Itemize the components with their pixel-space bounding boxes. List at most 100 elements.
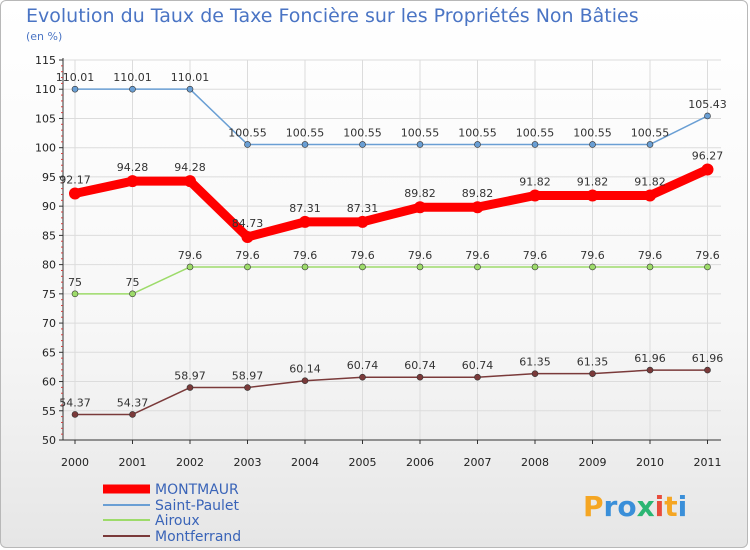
legend-label: MONTMAUR xyxy=(155,482,239,498)
data-label: 84.73 xyxy=(232,217,264,230)
data-label: 89.82 xyxy=(462,187,494,200)
data-point xyxy=(126,175,139,188)
x-tick-label: 2007 xyxy=(464,456,492,469)
data-point xyxy=(589,141,596,148)
data-point xyxy=(356,215,369,228)
y-tick-label: 95 xyxy=(42,171,56,184)
proxiti-logo: Proxiti xyxy=(583,490,687,523)
data-label: 105.43 xyxy=(688,98,727,111)
data-label: 75 xyxy=(68,276,82,289)
data-label: 61.35 xyxy=(577,356,609,369)
data-label: 100.55 xyxy=(401,126,440,139)
legend-item: MONTMAUR xyxy=(103,482,239,498)
data-label: 100.55 xyxy=(458,126,497,139)
data-point xyxy=(129,85,136,93)
data-point xyxy=(244,263,251,271)
y-tick-label: 80 xyxy=(42,259,56,272)
x-tick-label: 2004 xyxy=(291,456,319,469)
data-point xyxy=(359,141,366,148)
data-label: 60.74 xyxy=(462,359,494,372)
data-point xyxy=(184,175,196,188)
data-point xyxy=(186,85,194,93)
data-label: 61.96 xyxy=(634,352,666,365)
data-label: 94.28 xyxy=(117,161,149,174)
data-label: 75 xyxy=(126,276,140,289)
data-point xyxy=(416,141,424,148)
data-label: 79.6 xyxy=(638,249,663,262)
data-point xyxy=(186,384,194,391)
data-point xyxy=(701,163,714,176)
data-label: 110.01 xyxy=(56,71,95,84)
legend-label: Montferrand xyxy=(155,529,241,545)
data-label: 87.31 xyxy=(347,202,379,215)
series-saint-paulet: 110.01 110.01 110.01 100.55 100.55 100.55 100.… xyxy=(56,71,727,148)
data-point xyxy=(129,290,136,298)
data-label: 58.97 xyxy=(174,370,206,383)
legend-item: Airoux xyxy=(103,513,200,529)
svg-text:Proxiti: Proxiti xyxy=(583,490,687,523)
y-tick-label: 115 xyxy=(35,54,56,67)
data-point xyxy=(244,141,251,148)
chart-subtitle: (en %) xyxy=(26,30,62,43)
data-point xyxy=(244,384,251,391)
x-tick-label: 2010 xyxy=(636,456,664,469)
legend-item: Montferrand xyxy=(103,529,241,545)
data-label: 61.96 xyxy=(692,352,724,365)
x-tick-label: 2006 xyxy=(406,456,434,469)
data-label: 60.14 xyxy=(289,363,321,376)
data-label: 79.6 xyxy=(235,249,260,262)
data-label: 61.35 xyxy=(519,356,551,369)
data-label: 79.6 xyxy=(408,249,433,262)
data-point xyxy=(474,263,481,271)
x-tick-label: 2002 xyxy=(176,456,204,469)
data-label: 87.31 xyxy=(289,202,321,215)
data-label: 79.6 xyxy=(523,249,548,262)
legend-label: Airoux xyxy=(155,513,200,529)
series-airoux: 75 75 79.6 79.6 79.6 79.6 79.6 79.6 79.6 79.6 79.6… xyxy=(68,249,720,298)
series: 110.01 110.01 110.01 100.55 100.55 100.55 100.… xyxy=(56,71,727,418)
data-label: 79.6 xyxy=(580,249,605,262)
data-point xyxy=(646,141,654,148)
data-point xyxy=(589,263,596,271)
x-tick-label: 2001 xyxy=(119,456,147,469)
data-label: 54.37 xyxy=(59,396,91,409)
data-point xyxy=(301,377,309,385)
data-label: 100.55 xyxy=(343,126,382,139)
data-point xyxy=(71,411,79,418)
data-point xyxy=(586,189,599,202)
y-tick-label: 85 xyxy=(42,229,56,242)
y-tick-label: 75 xyxy=(42,288,56,301)
data-point xyxy=(414,201,426,214)
data-point xyxy=(589,370,596,377)
data-label: 92.17 xyxy=(59,173,91,186)
data-point xyxy=(529,189,541,202)
data-label: 54.37 xyxy=(117,396,149,409)
data-point xyxy=(69,187,81,200)
y-tick-label: 50 xyxy=(42,434,56,447)
y-tick-label: 90 xyxy=(42,200,56,213)
series-montferrand: 54.37 54.37 58.97 58.97 60.14 60.74 60.74 60.74… xyxy=(59,352,724,418)
grid xyxy=(63,59,721,441)
data-point xyxy=(646,366,654,374)
series-line xyxy=(74,266,709,295)
data-label: 79.6 xyxy=(293,249,318,262)
data-label: 110.01 xyxy=(113,71,152,84)
x-tick-label: 2005 xyxy=(349,456,377,469)
data-label: 100.55 xyxy=(516,126,555,139)
y-tick-label: 70 xyxy=(42,317,56,330)
y-tick-label: 65 xyxy=(42,346,56,359)
data-point xyxy=(704,112,711,120)
data-point xyxy=(186,263,194,271)
data-point xyxy=(471,201,484,214)
axes: 50 55 60 65 70 75 80 85 90 95 100 105 110 115 2000 2001… xyxy=(35,54,722,469)
data-label: 58.97 xyxy=(232,370,264,383)
data-point xyxy=(301,263,309,271)
data-label: 91.82 xyxy=(577,176,609,189)
series-line xyxy=(74,369,709,416)
data-label: 79.6 xyxy=(178,249,203,262)
data-point xyxy=(474,141,481,148)
x-tick-label: 2003 xyxy=(234,456,262,469)
data-point xyxy=(704,366,711,374)
